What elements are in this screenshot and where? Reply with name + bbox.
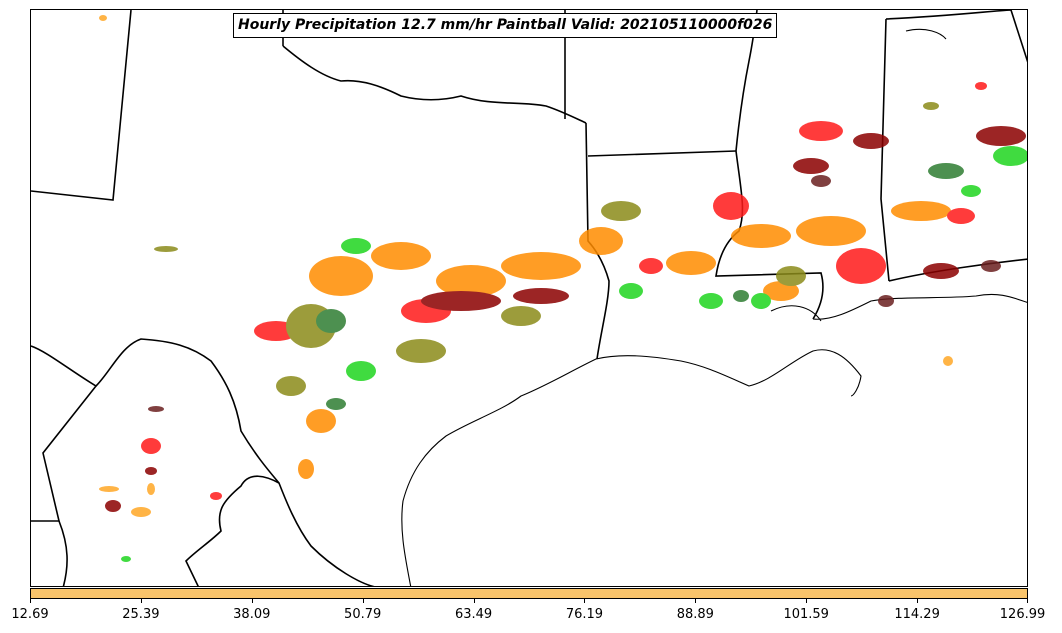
map-panel [30,9,1028,587]
colorbar [30,588,1028,599]
colorbar-tick-label: 101.59 [783,607,829,622]
colorbar-tick-label: 126.99 [999,607,1046,622]
gulf-coastline [401,28,1027,586]
colorbar-tick-label: 38.09 [233,607,271,622]
colorbar-tick-label: 63.49 [454,607,493,622]
colorbar-tick-label: 76.19 [565,607,604,622]
state-borders [31,10,1027,586]
colorbar-tick-mark [140,599,142,603]
colorbar-tick-mark [30,599,31,603]
colorbar-tick-label: 88.89 [676,607,714,622]
colorbar-tick-label: 25.39 [122,607,160,622]
map-title: Hourly Precipitation 12.7 mm/hr Paintbal… [233,13,778,38]
colorbar-tick-label: 50.79 [344,607,382,622]
colorbar-tick-mark [806,599,808,603]
colorbar-tick-label: 12.69 [11,607,49,622]
colorbar-tick-mark [1027,599,1028,603]
colorbar-tick-label: 114.29 [894,607,940,622]
colorbar-tick-mark [695,599,697,603]
precipitation-map [31,10,1027,586]
colorbar-tick-mark [362,599,364,603]
colorbar-tick-mark [584,599,586,603]
colorbar-tick-mark [251,599,253,603]
precip-band-main [99,15,1027,562]
colorbar-tick-mark [473,599,475,603]
colorbar-tick-mark [917,599,919,603]
